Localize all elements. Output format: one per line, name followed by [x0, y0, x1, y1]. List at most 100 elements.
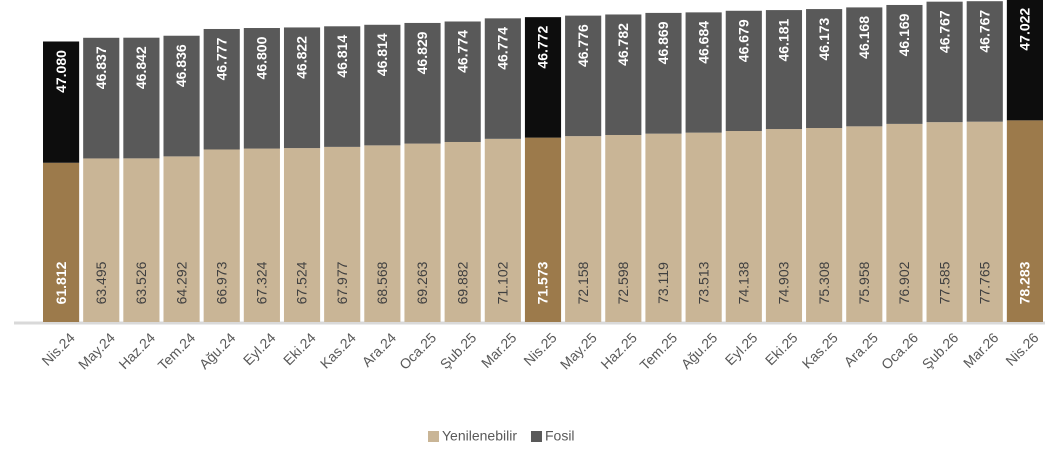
bar-segment	[645, 12, 682, 134]
bar-segment	[725, 10, 762, 132]
x-tick-label: Eki.25	[762, 329, 801, 368]
x-tick-label: Ara.24	[359, 329, 400, 370]
data-label: 46.767	[936, 10, 952, 53]
data-label: 46.169	[896, 13, 912, 56]
x-tick-label: Nis.26	[1002, 329, 1042, 369]
data-label: 75.958	[856, 261, 872, 304]
bar-segment	[163, 156, 200, 322]
bar-segment	[163, 35, 200, 157]
bar-segment	[565, 136, 602, 322]
data-label: 46.814	[334, 35, 350, 78]
x-tick-label: Kas.24	[317, 329, 359, 371]
bar-segment	[806, 128, 843, 322]
bar-segment	[926, 1, 963, 123]
data-label: 46.869	[655, 21, 671, 64]
x-tick-label: Oca.25	[396, 329, 439, 372]
data-label: 47.022	[1017, 8, 1033, 51]
bar-segment	[83, 158, 120, 322]
bar-segment	[243, 28, 280, 149]
bar-segment	[444, 21, 481, 142]
data-label: 78.283	[1017, 261, 1033, 304]
bar-segment	[685, 12, 722, 133]
bar-segment	[484, 138, 521, 322]
data-label: 72.598	[615, 261, 631, 304]
data-label: 46.782	[615, 23, 631, 66]
bar-segment	[966, 121, 1003, 322]
data-label: 46.181	[776, 18, 792, 61]
data-label: 71.102	[495, 261, 511, 304]
data-label: 46.836	[173, 44, 189, 87]
bar-segment	[203, 28, 240, 150]
bar-segment	[886, 4, 923, 124]
data-label: 46.776	[575, 24, 591, 67]
x-tick-label: Şub.25	[437, 329, 480, 372]
x-tick-label: Eyl.24	[240, 329, 279, 368]
data-label: 63.495	[93, 261, 109, 304]
bar-segment	[605, 14, 642, 135]
bar-segment	[966, 1, 1003, 122]
bar-segment	[1006, 120, 1043, 323]
data-label: 75.308	[816, 261, 832, 304]
data-label: 46.772	[535, 26, 551, 69]
data-label: 46.842	[133, 46, 149, 89]
data-label: 63.526	[133, 261, 149, 304]
data-label: 64.292	[173, 261, 189, 304]
data-label: 72.158	[575, 261, 591, 304]
data-label: 46.800	[254, 36, 270, 79]
x-tick-label: Ara.25	[841, 329, 882, 370]
data-label: 69.882	[454, 261, 470, 304]
bar-segment	[685, 132, 722, 322]
x-tick-label: Kas.25	[799, 329, 841, 371]
x-tick-label: Ağu.24	[196, 329, 239, 372]
bar-segment	[846, 7, 883, 127]
data-label: 67.524	[294, 261, 310, 304]
data-label: 46.829	[414, 31, 430, 74]
data-label: 46.684	[695, 21, 711, 64]
x-tick-label: Ağu.25	[678, 329, 721, 372]
data-label: 46.173	[816, 17, 832, 60]
data-label: 66.973	[213, 261, 229, 304]
data-label: 46.822	[294, 36, 310, 79]
data-label: 71.573	[535, 261, 551, 304]
data-label: 73.119	[655, 262, 671, 304]
bar-segment	[283, 148, 321, 322]
bar-segment	[243, 148, 280, 322]
x-tick-label: May.25	[557, 329, 600, 372]
x-tick-label: Nis.25	[520, 329, 560, 369]
data-label: 47.080	[53, 50, 69, 93]
bar-segment	[926, 122, 963, 322]
x-tick-label: Tem.24	[155, 329, 199, 373]
bar-segment	[404, 143, 441, 322]
data-label: 69.263	[414, 261, 430, 304]
data-label: 77.585	[936, 261, 952, 304]
bar-segment	[123, 37, 160, 159]
bar-segment	[123, 158, 160, 322]
data-label: 46.774	[495, 27, 511, 70]
legend-swatch	[428, 431, 439, 442]
bar-segment	[43, 162, 80, 322]
bar-segment	[43, 41, 80, 163]
bar-segment	[404, 22, 441, 144]
x-tick-label: Mar.26	[960, 329, 1002, 371]
data-label: 46.168	[856, 16, 872, 59]
data-label: 46.767	[976, 10, 992, 53]
x-tick-label: Mar.25	[478, 329, 520, 371]
x-tick-label: Eyl.25	[722, 329, 761, 368]
bar-segment	[806, 9, 843, 129]
bar-segment	[725, 131, 762, 322]
x-tick-label: Tem.25	[636, 329, 680, 373]
bar-segment	[484, 18, 521, 139]
data-label: 46.837	[93, 46, 109, 89]
bar-segment	[283, 27, 321, 149]
legend-label: Yenilenebilir	[442, 428, 517, 444]
bar-segment	[645, 133, 682, 322]
data-label: 74.138	[736, 261, 752, 304]
x-tick-label: May.24	[75, 329, 118, 372]
bar-segment	[765, 129, 803, 322]
data-label: 67.324	[254, 261, 270, 304]
x-tick-label: Nis.24	[38, 329, 78, 369]
data-label: 77.765	[976, 261, 992, 304]
data-label: 46.777	[213, 37, 229, 80]
data-label: 73.513	[695, 261, 711, 304]
